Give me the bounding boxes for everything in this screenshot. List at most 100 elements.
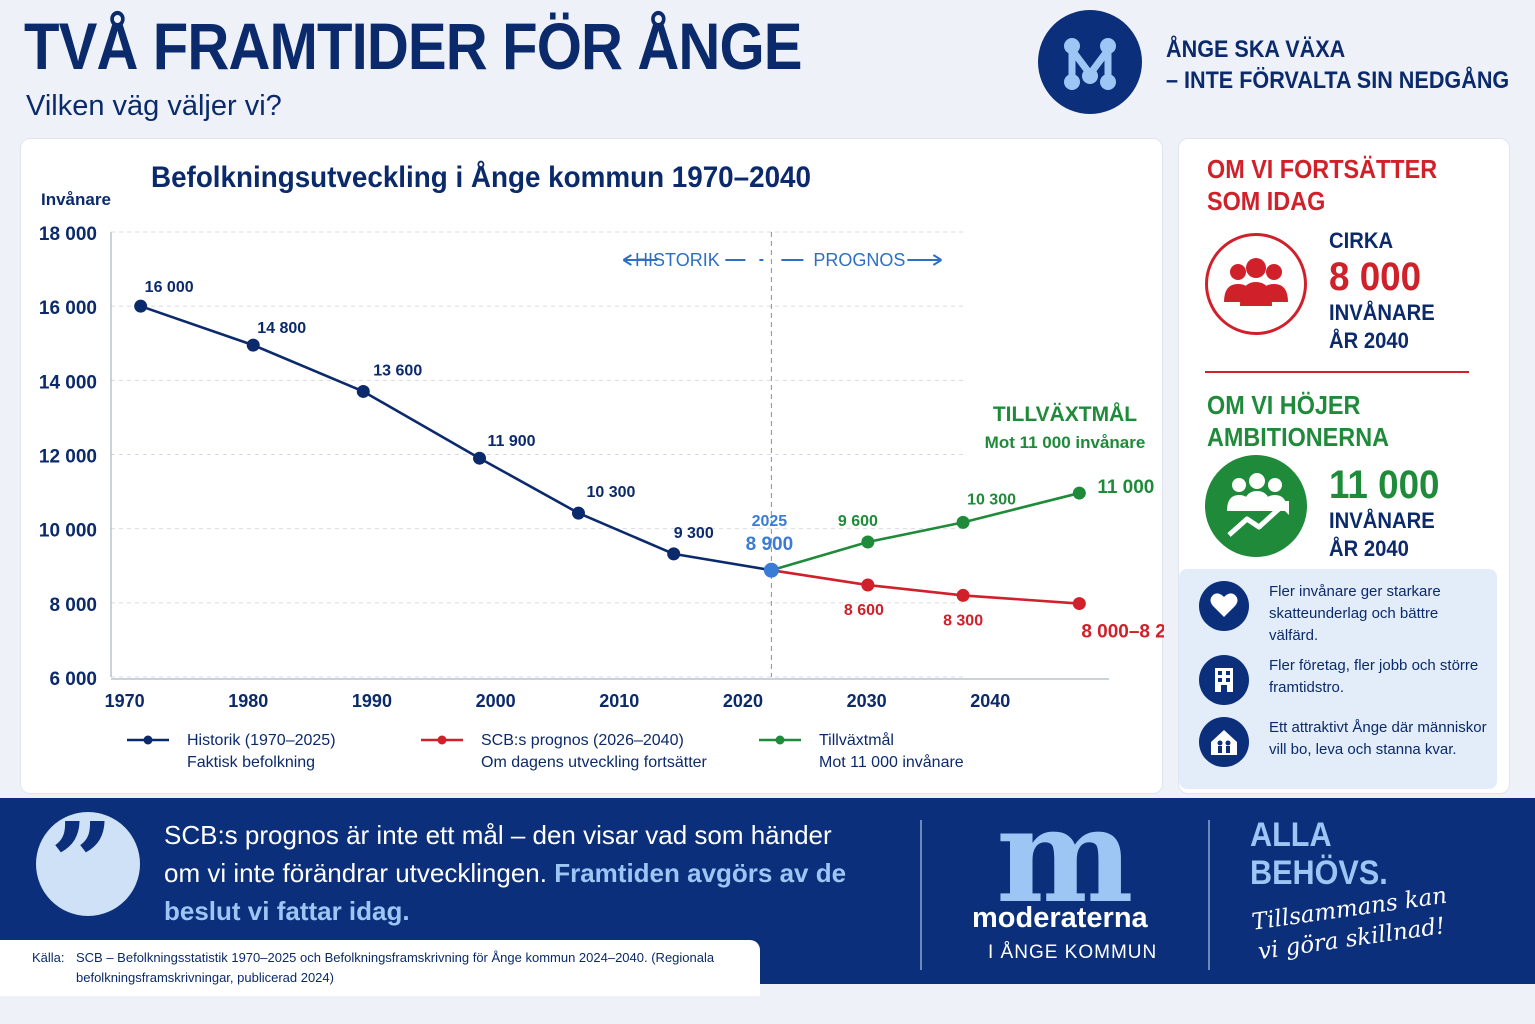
brand-name: moderaterna	[972, 902, 1148, 934]
data-label-mal: 9 600	[838, 513, 878, 530]
data-label-scb: 8 000–8 200	[1081, 622, 1164, 643]
y-tick-label: 16 000	[39, 298, 97, 319]
source-text: SCB – Befolkningsstatistik 1970–2025 och…	[76, 950, 715, 985]
scenario-1-heading-line-2: SOM IDAG	[1207, 186, 1326, 216]
scenario-2-year: ÅR 2040	[1329, 536, 1409, 561]
quote-plain: SCB:s prognos är inte ett mål – den visa…	[164, 820, 832, 888]
x-tick-label: 2040	[970, 691, 1010, 711]
data-label-mal: 10 300	[967, 491, 1016, 508]
data-point-historik	[473, 451, 487, 465]
growth-people-icon	[1205, 455, 1307, 557]
alla-behovs: ALLA BEHÖVS.	[1250, 816, 1388, 892]
slogan-line-2: – INTE FÖRVALTA SIN NEDGÅNG	[1166, 67, 1510, 94]
legend-name: SCB:s prognos (2026–2040)	[481, 732, 684, 749]
benefit-welfare-text: Fler invånare ger starkare skatteunderla…	[1269, 583, 1441, 644]
data-label-historik: 11 900	[488, 433, 536, 450]
party-logo-icon	[1038, 10, 1142, 114]
home-family-icon	[1199, 717, 1249, 767]
scenario-1-stat: CIRKA 8 000 INVÅNARE ÅR 2040	[1329, 227, 1444, 355]
legend-swatch-dot	[437, 735, 447, 745]
moderaterna-m-logo-icon: m	[996, 779, 1134, 932]
x-tick-label: 2020	[723, 691, 763, 711]
legend-name: Tillväxtmål	[819, 731, 894, 749]
data-label-scb: 8 600	[844, 602, 884, 619]
scenario-1-heading-line-1: OM VI FORTSÄTTER	[1207, 154, 1438, 184]
y-tick-label: 10 000	[39, 521, 97, 542]
arrow-right-icon	[781, 254, 942, 266]
chart-card: Befolkningsutveckling i Ånge kommun 1970…	[20, 138, 1164, 794]
data-label-historik: 9 300	[674, 525, 714, 542]
chart-title: Befolkningsutveckling i Ånge kommun 1970…	[151, 161, 811, 194]
goal-annotation-text: Mot 11 000 invånare	[985, 433, 1146, 452]
arrow-left-icon	[622, 254, 764, 266]
y-tick-label: 18 000	[39, 224, 97, 245]
y-axis-label: Invånare	[41, 190, 111, 209]
scenario-2-stat: 11 000 INVÅNARE ÅR 2040	[1329, 463, 1449, 563]
x-tick-label: 2010	[599, 691, 639, 711]
data-label-historik: 16 000	[145, 279, 194, 296]
x-tick-label: 1990	[352, 691, 392, 711]
data-point-historik	[356, 384, 370, 398]
scenario-panel: OM VI FORTSÄTTER SOM IDAG CIRKA 8 000 IN…	[1178, 138, 1510, 794]
data-label-historik: 10 300	[586, 484, 635, 501]
scenario-1-heading: OM VI FORTSÄTTER SOM IDAG	[1207, 153, 1437, 217]
source-label: Källa:	[32, 950, 65, 965]
data-point-2025	[763, 562, 779, 578]
data-label-scb: 8 300	[943, 612, 983, 629]
alla-line-2: BEHÖVS.	[1250, 854, 1388, 892]
y-tick-label: 6 000	[49, 669, 97, 690]
scenario-1-value: 8 000	[1329, 255, 1422, 299]
page-title: TVÅ FRAMTIDER FÖR ÅNGE	[24, 9, 802, 83]
benefit-attractive-text: Ett attraktivt Ånge där människor vill b…	[1269, 719, 1487, 758]
scenario-2-unit: INVÅNARE	[1329, 508, 1435, 533]
scenario-2-heading: OM VI HÖJER AMBITIONERNA	[1207, 389, 1389, 453]
heart-icon	[1199, 581, 1249, 631]
data-point-scb	[1072, 597, 1086, 611]
data-point-mal	[861, 535, 875, 549]
y-tick-label: 8 000	[49, 595, 97, 616]
slogan-line-1: ÅNGE SKA VÄXA	[1166, 36, 1346, 63]
data-label-historik: 13 600	[373, 362, 422, 379]
goal-annotation-title: TILLVÄXTMÅL	[993, 402, 1137, 426]
data-point-historik	[246, 338, 260, 352]
footer-band: ” SCB:s prognos är inte ett mål – den vi…	[0, 779, 1535, 984]
data-point-historik	[571, 506, 585, 520]
quote-emphasis: Framtiden avgörs av de beslut vi fattar …	[164, 858, 847, 926]
data-point-historik	[667, 547, 681, 561]
alla-line-1: ALLA	[1250, 816, 1332, 854]
benefit-welfare: Fler invånare ger starkare skatteunderla…	[1199, 581, 1489, 644]
y-tick-label: 12 000	[39, 447, 97, 468]
section-label-historik: HISTORIK	[635, 250, 720, 270]
scenario-1-prefix: CIRKA	[1329, 228, 1394, 253]
data-point-scb	[861, 578, 875, 592]
header-slogan: ÅNGE SKA VÄXA – INTE FÖRVALTA SIN NEDGÅN…	[1166, 34, 1509, 96]
benefits-box: Fler invånare ger starkare skatteunderla…	[1179, 569, 1497, 789]
population-chart: Befolkningsutveckling i Ånge kommun 1970…	[39, 161, 1164, 771]
data-point-mal	[1072, 486, 1086, 500]
data-label-historik: 14 800	[257, 320, 306, 337]
legend-swatch-dot	[775, 735, 785, 745]
building-icon	[1199, 655, 1249, 705]
x-tick-label: 1980	[228, 691, 268, 711]
data-label-2025-value: 8 900	[746, 534, 794, 555]
page-subtitle: Vilken väg väljer vi?	[26, 90, 282, 122]
tagline: Tillsammans kan vi göra skillnad!	[1250, 881, 1453, 968]
quote-icon: ”	[36, 808, 140, 918]
scenario-2-heading-line-2: AMBITIONERNA	[1207, 422, 1389, 452]
data-label-2025-year: 2025	[752, 513, 788, 530]
x-tick-label: 2030	[847, 691, 887, 711]
y-tick-label: 14 000	[39, 372, 97, 393]
footer-divider-2	[1208, 820, 1210, 970]
benefit-jobs-text: Fler företag, fler jobb och större framt…	[1269, 657, 1479, 696]
scenario-1-year: ÅR 2040	[1329, 328, 1409, 353]
data-point-mal	[956, 515, 970, 529]
scenario-2-value: 11 000	[1329, 463, 1440, 507]
scenario-2-heading-line-1: OM VI HÖJER	[1207, 390, 1361, 420]
legend-desc: Mot 11 000 invånare	[819, 753, 964, 771]
brand-subtitle: I ÅNGE KOMMUN	[988, 942, 1158, 963]
data-point-scb	[956, 588, 970, 602]
benefit-attractive: Ett attraktivt Ånge där människor vill b…	[1199, 717, 1489, 777]
source-box: Källa: SCB – Befolkningsstatistik 1970–2…	[0, 940, 760, 996]
footer-divider-1	[920, 820, 922, 970]
people-group-icon	[1205, 233, 1307, 335]
